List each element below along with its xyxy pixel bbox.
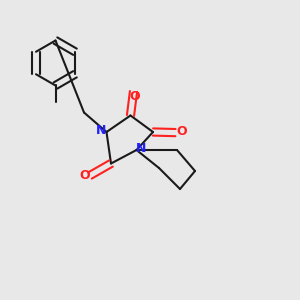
Text: O: O <box>79 169 90 182</box>
Text: N: N <box>136 142 146 155</box>
Text: N: N <box>96 124 106 137</box>
Text: O: O <box>130 90 140 104</box>
Text: O: O <box>176 125 187 139</box>
